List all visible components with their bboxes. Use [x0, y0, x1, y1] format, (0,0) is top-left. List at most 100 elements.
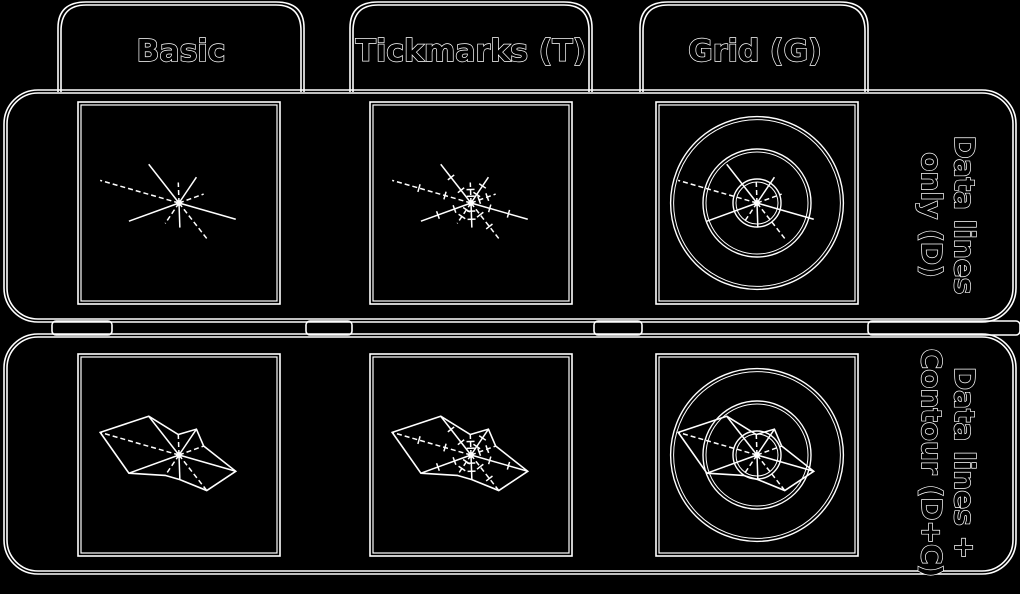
- column-header-tickmarks: Tickmarks (T): [355, 33, 587, 69]
- band-connector-2: [593, 320, 643, 336]
- tickmark-9: [417, 436, 421, 445]
- column-header-grid: Grid (G): [687, 33, 822, 69]
- data-line-2: [178, 176, 198, 204]
- data-line-6: [178, 454, 181, 480]
- data-line-4: [470, 454, 528, 472]
- data-line-7: [742, 454, 758, 476]
- center-point: [176, 200, 182, 206]
- grid-ring-2: [669, 115, 845, 291]
- cell-frame-grid-data-lines-contour: [655, 353, 859, 557]
- tickmark-5: [485, 223, 493, 230]
- data-line-8: [128, 454, 180, 474]
- grid-ring-inner-1: [705, 403, 809, 507]
- data-line-1: [177, 434, 180, 456]
- tickmark-4: [506, 461, 511, 470]
- data-line-6: [178, 202, 181, 228]
- tickmark-3: [477, 196, 482, 205]
- radar-chart-grid-data-lines-contour: [655, 353, 859, 557]
- tickmark-3: [485, 445, 490, 454]
- tickmark-2: [478, 435, 487, 441]
- row-band-inner-data-lines-contour: [6, 336, 1014, 572]
- data-line-6: [470, 454, 473, 480]
- data-line-9: [677, 179, 758, 204]
- tickmark-2: [473, 443, 481, 450]
- data-line-9: [99, 179, 180, 204]
- data-line-1: [469, 434, 472, 456]
- data-line-1: [755, 434, 758, 456]
- column-tab-inner-tickmarks: [352, 4, 590, 92]
- band-connector-0: [51, 320, 113, 336]
- row-header-data-lines-only: Data lines only (D): [914, 135, 981, 295]
- data-line-6: [756, 454, 759, 480]
- data-line-7: [164, 202, 180, 224]
- data-line-8: [706, 202, 758, 222]
- data-line-7: [164, 454, 180, 476]
- data-line-1: [177, 182, 180, 204]
- data-contour: [98, 415, 238, 492]
- tickmark-2: [473, 191, 481, 198]
- center-point: [754, 452, 760, 458]
- data-line-0: [440, 415, 472, 456]
- radar-chart-tickmarks-data-lines-only: [369, 101, 573, 305]
- tickmark-7: [458, 465, 466, 472]
- data-line-4: [756, 202, 814, 220]
- data-line-2: [756, 176, 776, 204]
- cell-frame-inner-tickmarks-data-lines-only: [372, 104, 570, 302]
- data-line-0: [148, 415, 180, 456]
- column-tab-inner-grid: [642, 4, 866, 92]
- data-line-4: [470, 202, 528, 220]
- cell-frame-inner-basic-data-lines-only: [80, 104, 278, 302]
- cell-frame-tickmarks-data-lines-only: [369, 101, 573, 305]
- data-line-0: [726, 415, 758, 456]
- data-contour: [676, 415, 816, 492]
- tickmark-9: [443, 191, 447, 200]
- data-line-6: [756, 202, 759, 228]
- data-line-3: [178, 445, 204, 456]
- data-line-2: [470, 428, 490, 456]
- column-header-basic: Basic: [136, 33, 226, 69]
- data-line-9: [391, 179, 472, 204]
- data-line-0: [726, 163, 758, 204]
- cell-frame-grid-data-lines-only: [655, 101, 859, 305]
- grid-ring-2: [669, 367, 845, 543]
- cell-frame-inner-basic-data-lines-contour: [80, 356, 278, 554]
- data-line-3: [470, 193, 496, 204]
- row-band-data-lines-only: [3, 89, 1017, 323]
- data-line-5: [470, 202, 500, 240]
- center-point: [468, 452, 474, 458]
- tickmark-7: [462, 458, 471, 465]
- column-tab-grid: [639, 1, 869, 92]
- data-line-3: [756, 193, 782, 204]
- tickmark-9: [417, 184, 421, 193]
- tickmark-7: [458, 213, 466, 220]
- tickmark-4: [487, 204, 492, 213]
- data-line-3: [470, 445, 496, 456]
- data-line-4: [178, 454, 236, 472]
- data-contour: [390, 415, 530, 492]
- data-line-0: [440, 163, 472, 204]
- band-connector-1: [305, 320, 353, 336]
- tickmark-8: [435, 463, 441, 472]
- tickmark-8: [452, 457, 457, 466]
- column-tab-inner-basic: [60, 4, 302, 92]
- data-line-2: [178, 428, 198, 456]
- radar-chart-tickmarks-data-lines-contour: [369, 353, 573, 557]
- row-band-data-lines-contour: [3, 333, 1017, 575]
- data-line-7: [456, 202, 472, 224]
- tickmark-0: [457, 439, 465, 446]
- tickmark-5: [485, 475, 493, 482]
- tickmark-2: [478, 183, 487, 189]
- tickmark-0: [457, 187, 465, 194]
- row-header-data-lines-contour: Data lines + Contour (D+C): [914, 348, 981, 578]
- data-line-3: [756, 445, 782, 456]
- cell-frame-basic-data-lines-contour: [77, 353, 281, 557]
- center-point: [176, 452, 182, 458]
- data-line-7: [456, 454, 472, 476]
- data-line-1: [469, 182, 472, 204]
- cell-frame-tickmarks-data-lines-contour: [369, 353, 573, 557]
- column-tab-tickmarks: [349, 1, 593, 92]
- tickmark-0: [447, 426, 455, 433]
- grid-ring-inner-1: [705, 151, 809, 255]
- data-line-6: [470, 202, 473, 228]
